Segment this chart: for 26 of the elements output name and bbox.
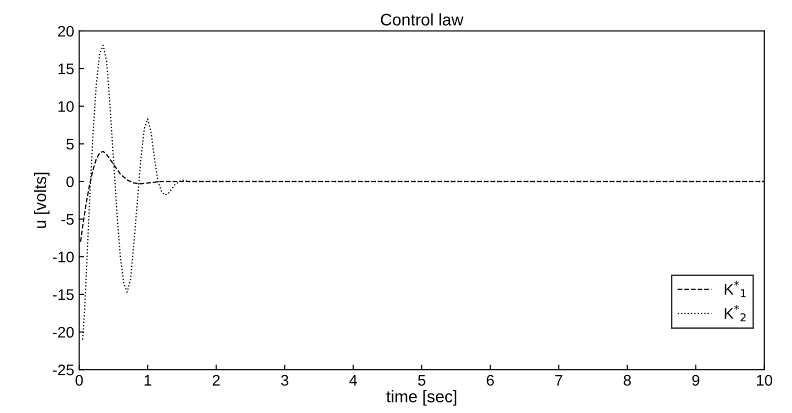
y-tick-label: -20 — [52, 326, 74, 338]
x-tick-label: 0 — [76, 374, 83, 386]
y-tick-label: -10 — [52, 252, 74, 262]
legend-label: K$^{*}$$_{1}$ — [724, 280, 746, 298]
x-tick-label: 4 — [349, 375, 358, 386]
x-axis-title: time [sec] — [386, 390, 456, 406]
y-tick-label: -5 — [61, 214, 74, 225]
x-tick-label: 6 — [486, 374, 494, 386]
legend-label: K$^{*}$$_{2}$ — [724, 304, 746, 322]
y-tick-label: 5 — [66, 138, 74, 150]
x-tick-label: 5 — [418, 375, 426, 386]
y-tick-label: 0 — [66, 176, 74, 188]
x-tick-label: 3 — [281, 374, 288, 386]
x-tick-label: 9 — [692, 374, 700, 386]
x-tick-label: 8 — [624, 374, 631, 386]
chart-title: Control law — [380, 13, 464, 26]
x-tick-label: 2 — [212, 374, 220, 386]
y-tick-label: 15 — [58, 64, 74, 74]
y-tick-label: -25 — [52, 364, 74, 376]
x-tick-label: 7 — [555, 375, 562, 386]
y-tick-label: -15 — [52, 289, 74, 300]
y-tick-label: 10 — [58, 101, 74, 112]
y-tick-label: 20 — [58, 26, 74, 37]
x-tick-label: 10 — [756, 374, 772, 386]
x-tick-label: 1 — [144, 375, 152, 386]
y-axis-title: u [volts] — [34, 172, 50, 228]
